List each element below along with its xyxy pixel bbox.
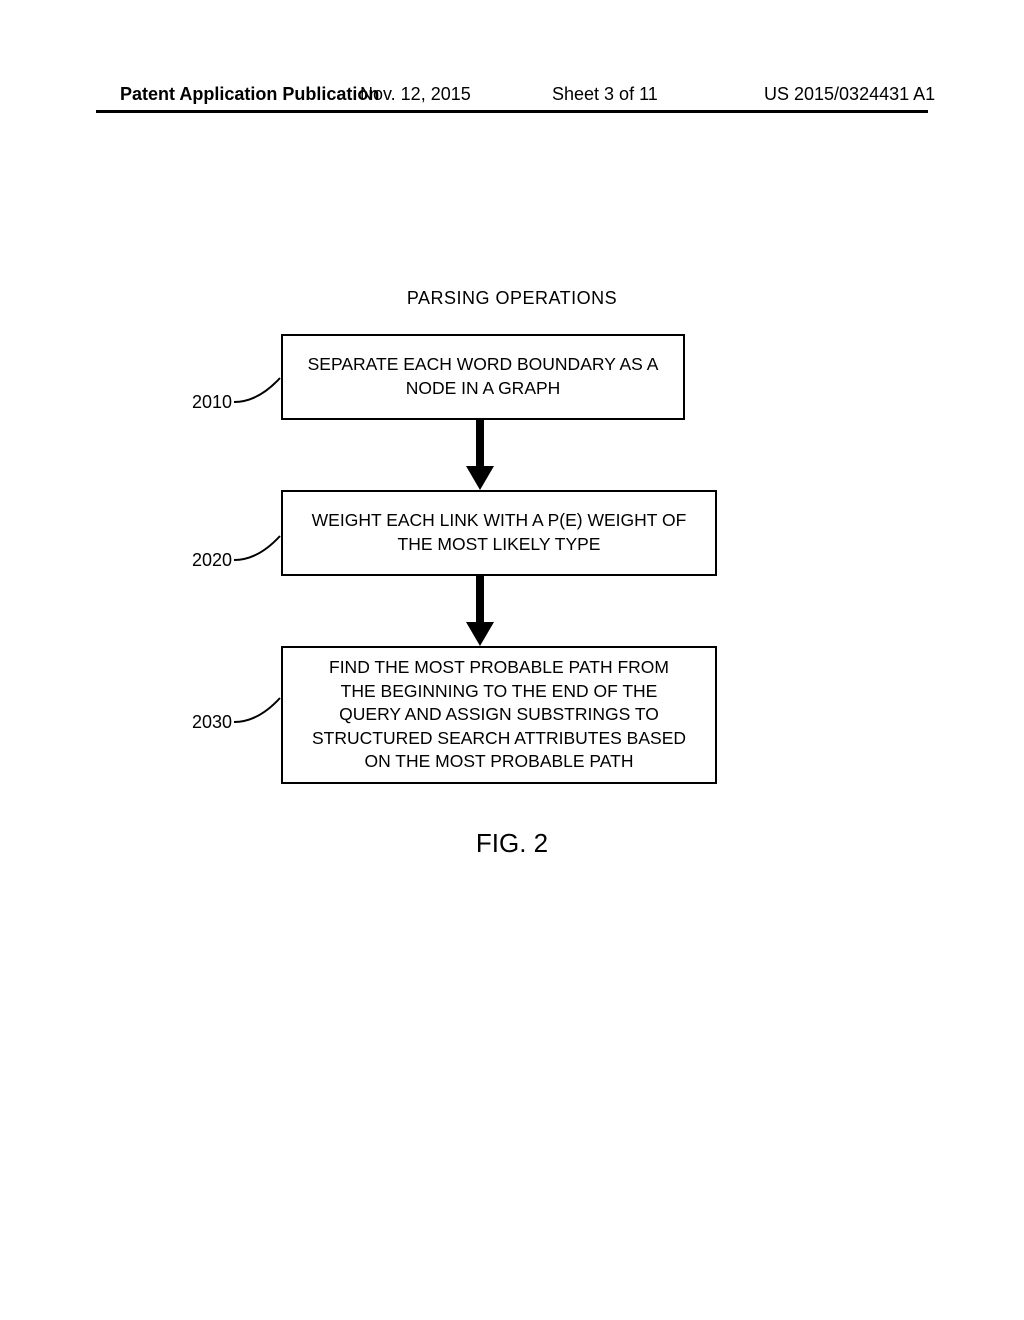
flow-node-text: STRUCTURED SEARCH ATTRIBUTES BASED <box>312 727 686 751</box>
leader-line-2010 <box>234 376 286 410</box>
ref-label-2030: 2030 <box>192 712 232 733</box>
flow-node-2020: WEIGHT EACH LINK WITH A P(E) WEIGHT OF T… <box>281 490 717 576</box>
flow-node-text: THE MOST LIKELY TYPE <box>398 533 601 557</box>
publication-number: US 2015/0324431 A1 <box>764 84 935 105</box>
leader-line-2030 <box>234 696 286 730</box>
flow-arrow <box>476 420 484 490</box>
header-rule <box>96 110 928 113</box>
flow-node-text: THE BEGINNING TO THE END OF THE <box>341 680 658 704</box>
leader-line-2020 <box>234 534 286 568</box>
sheet-number: Sheet 3 of 11 <box>552 84 658 105</box>
diagram-title: PARSING OPERATIONS <box>0 288 1024 309</box>
ref-label-2010: 2010 <box>192 392 232 413</box>
flow-node-text: NODE IN A GRAPH <box>406 377 561 401</box>
flow-node-text: FIND THE MOST PROBABLE PATH FROM <box>329 656 669 680</box>
flow-node-2030: FIND THE MOST PROBABLE PATH FROM THE BEG… <box>281 646 717 784</box>
page: Patent Application Publication Nov. 12, … <box>0 0 1024 1320</box>
figure-label: FIG. 2 <box>0 828 1024 859</box>
publication-label: Patent Application Publication <box>120 84 379 105</box>
flow-node-2010: SEPARATE EACH WORD BOUNDARY AS A NODE IN… <box>281 334 685 420</box>
publication-date: Nov. 12, 2015 <box>360 84 471 105</box>
flow-node-text: ON THE MOST PROBABLE PATH <box>364 750 633 774</box>
ref-label-2020: 2020 <box>192 550 232 571</box>
flow-node-text: QUERY AND ASSIGN SUBSTRINGS TO <box>339 703 659 727</box>
flow-node-text: WEIGHT EACH LINK WITH A P(E) WEIGHT OF <box>312 509 687 533</box>
flow-arrow <box>476 576 484 646</box>
flow-node-text: SEPARATE EACH WORD BOUNDARY AS A <box>308 353 659 377</box>
